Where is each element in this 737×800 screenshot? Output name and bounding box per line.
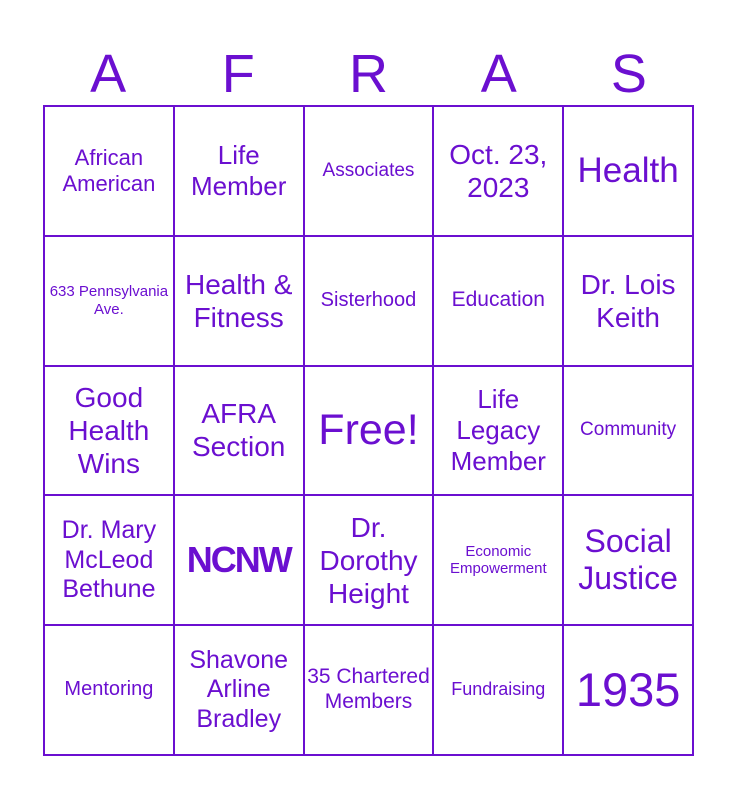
cell-text: Dr. Lois Keith [580,268,676,333]
cell-text: AFRA Section [191,398,286,463]
header-letter: F [221,44,255,104]
cell-text: Education [451,288,545,312]
cell-text: Life Legacy Member [450,384,546,476]
bingo-cell[interactable]: Life Member [173,106,304,236]
header-letter: A [480,44,517,104]
bingo-cell[interactable]: Associates [303,106,434,236]
bingo-cell[interactable]: Sisterhood [303,235,434,366]
bingo-cell[interactable]: 35 Chartered Members [303,625,434,755]
bingo-cell[interactable]: Shavone Arline Bradley [173,625,304,755]
free-space-cell[interactable]: Free! [303,365,434,496]
bingo-cell[interactable]: Dr. Dorothy Height [303,495,434,626]
bingo-cell[interactable]: Dr. Lois Keith [563,235,693,366]
bingo-cell[interactable]: Life Legacy Member [433,365,564,496]
cell-text: Mentoring [64,678,154,701]
cell-text: African American [62,144,156,196]
ncnw-logo: NCNW [186,539,293,581]
cell-text: Community [580,419,677,441]
cell-text: Good Health Wins [68,381,150,479]
header-letter: S [610,44,647,104]
bingo-cell[interactable]: Dr. Mary McLeod Bethune [44,495,174,626]
cell-text: Life Member [191,140,287,201]
cell-text: Associates [322,159,415,181]
cell-text: Health & Fitness [184,268,293,333]
cell-text: 35 Chartered Members [307,665,430,714]
bingo-cell[interactable]: Health & Fitness [173,235,304,366]
header-letter: R [349,44,388,104]
bingo-grid: African American Life Member Associates Oct… [43,105,694,756]
header-letter: A [90,44,127,104]
ncnw-logo-cell[interactable]: NCNW [173,495,304,626]
cell-text: Health [577,151,679,191]
bingo-cell[interactable]: Good Health Wins [44,365,174,496]
bingo-cell[interactable]: Health [563,106,693,236]
cell-text: Dr. Mary McLeod Bethune [61,516,157,604]
bingo-cell[interactable]: Oct. 23, 2023 [433,106,564,236]
bingo-header: A F R A S [43,44,694,104]
bingo-cell[interactable]: Social Justice [563,495,693,626]
bingo-cell[interactable]: African American [44,106,174,236]
cell-text: 633 Pennsylvania Ave. [49,283,169,318]
cell-text: Economic Empowerment [449,542,547,578]
cell-text: Shavone Arline Bradley [189,645,289,733]
bingo-cell[interactable]: AFRA Section [173,365,304,496]
cell-text: Free! [318,406,419,455]
cell-text: Dr. Dorothy Height [319,511,418,609]
cell-text: Social Justice [578,522,678,597]
bingo-cell[interactable]: 1935 [563,625,693,755]
cell-text: Fundraising [451,679,546,700]
bingo-cell[interactable]: Education [433,235,564,366]
bingo-cell[interactable]: Community [563,365,693,496]
bingo-cell[interactable]: Economic Empowerment [433,495,564,626]
bingo-cell[interactable]: Fundraising [433,625,564,755]
cell-text: 1935 [575,663,681,717]
bingo-cell[interactable]: Mentoring [44,625,174,755]
cell-text: Oct. 23, 2023 [449,138,548,203]
bingo-cell[interactable]: 633 Pennsylvania Ave. [44,235,174,366]
cell-text: Sisterhood [320,288,417,311]
